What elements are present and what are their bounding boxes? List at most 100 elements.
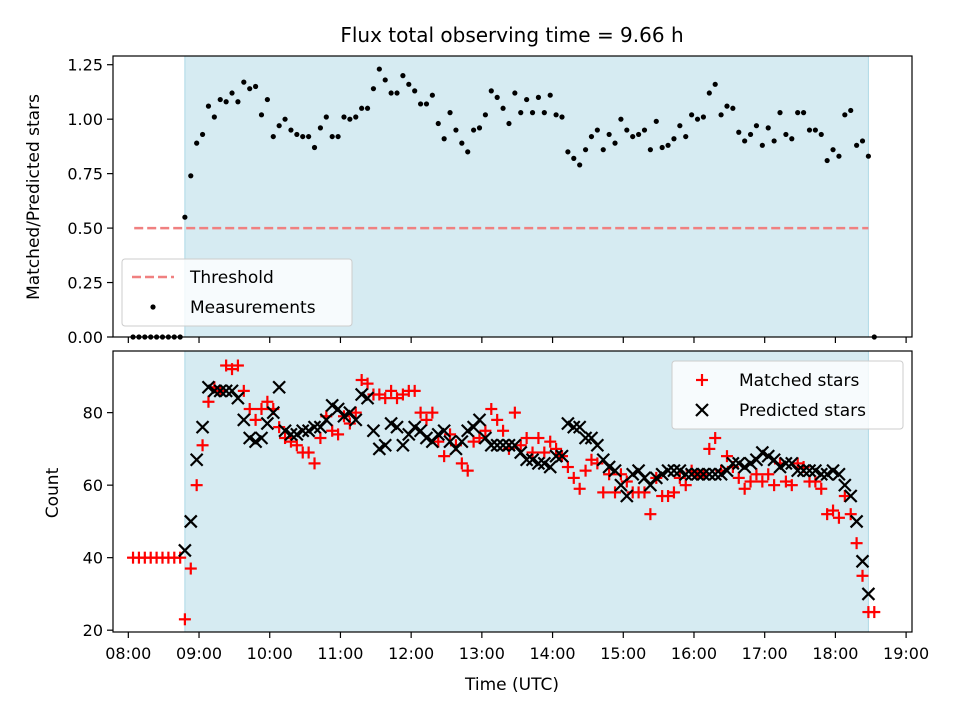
measurements-point — [630, 133, 636, 140]
matched-stars-point — [231, 359, 244, 372]
bottom-x-tick-label: 10:00 — [247, 644, 293, 663]
top-legend: Threshold Measurements — [121, 258, 353, 327]
x-stroke — [207, 384, 222, 398]
measurements-point — [600, 147, 606, 153]
measurements-point — [700, 114, 707, 120]
matched-stars-point — [526, 446, 539, 459]
measurements-point — [541, 110, 547, 116]
x-stroke — [673, 463, 687, 478]
measurements-point — [465, 149, 471, 155]
predicted-stars-point — [661, 463, 675, 478]
measurements-point — [223, 99, 229, 105]
measurements-point — [182, 214, 188, 220]
measurements-point — [712, 81, 718, 87]
measurements-point — [270, 133, 276, 140]
measurements-point — [518, 110, 524, 116]
bottom-axes-frame — [112, 350, 913, 633]
predicted-stars-point — [832, 467, 846, 482]
measurements-point — [594, 127, 600, 133]
predicted-stars-point — [266, 405, 281, 420]
matched-stars-point — [332, 428, 345, 441]
measurements-point — [606, 131, 612, 138]
measurements-point — [848, 107, 854, 114]
predicted-stars-point — [702, 467, 717, 482]
measurements-point — [535, 94, 542, 100]
predicted-stars-point — [696, 467, 711, 482]
bottom-y-tick-label: 80 — [83, 404, 103, 423]
matched-stars-point — [314, 432, 327, 445]
measurements-point — [653, 118, 659, 124]
x-stroke — [849, 514, 864, 529]
predicted-stars-point — [861, 587, 876, 601]
measurements-point — [370, 86, 377, 92]
bottom-x-tick-label: 11:00 — [317, 644, 363, 663]
measurements-point — [771, 138, 777, 144]
matched-stars-point — [273, 421, 286, 434]
top-y-tick-label: 0.50 — [67, 219, 103, 238]
measurements-point — [453, 127, 459, 133]
x-stroke — [213, 384, 228, 398]
measurements-point — [364, 105, 371, 111]
x-stroke — [490, 438, 504, 453]
x-stroke — [319, 413, 334, 427]
predicted-stars-point — [802, 463, 817, 478]
predicted-stars-point — [472, 413, 487, 427]
x-stroke — [678, 467, 693, 482]
measurements-point — [235, 99, 241, 105]
measurements-point — [476, 125, 483, 131]
x-stroke — [260, 416, 275, 431]
measurements-point — [806, 127, 813, 133]
measurements-point — [258, 112, 265, 118]
matched-stars-point — [491, 413, 504, 426]
top-legend-box — [121, 258, 353, 327]
measurements-point — [482, 112, 488, 118]
matched-stars-point — [385, 384, 398, 397]
bottom-x-tick-label: 17:00 — [742, 644, 788, 663]
predicted-stars-point — [502, 438, 516, 453]
predicted-stars-point — [726, 456, 740, 471]
matched-stars-point — [426, 406, 439, 419]
x-stroke — [785, 456, 799, 471]
measurements-point — [188, 173, 194, 179]
x-stroke — [561, 416, 575, 431]
bottom-y-tick-label: 40 — [83, 549, 103, 568]
measurements-point — [765, 125, 771, 131]
x-stroke — [567, 420, 581, 434]
measurements-point — [759, 142, 765, 148]
x-stroke — [555, 449, 569, 463]
measurements-point — [742, 138, 748, 144]
predicted-stars-point — [484, 438, 499, 453]
bottom-x-tick-label: 09:00 — [176, 644, 222, 663]
measurements-point — [724, 103, 730, 109]
matched-stars-point — [349, 406, 362, 419]
bottom-y-tick-label: 20 — [83, 621, 103, 640]
bottom-x-tick-label: 15:00 — [600, 644, 646, 663]
x-stroke — [637, 471, 652, 485]
predicted-stars-point — [390, 420, 404, 434]
matched-stars-point — [573, 482, 586, 495]
predicted-stars-point — [490, 438, 504, 453]
predicted-legend-marker — [695, 403, 709, 417]
x-stroke — [661, 463, 675, 478]
measurements-point — [512, 90, 518, 96]
matched-stars-point — [302, 446, 315, 459]
predicted-stars-point — [455, 434, 469, 449]
predicted-stars-point — [708, 467, 722, 482]
measurements-point — [659, 144, 665, 151]
x-stroke — [513, 445, 528, 460]
measurements-point — [730, 105, 736, 111]
matched-stars-point — [514, 439, 527, 452]
matched-stars-point — [762, 468, 775, 481]
predicted-stars-point — [667, 463, 681, 478]
x-stroke — [237, 413, 251, 427]
x-stroke — [667, 463, 681, 478]
x-stroke — [572, 420, 587, 434]
matched-stars-point — [620, 475, 633, 488]
matched-stars-point — [190, 479, 203, 492]
measurements-point — [335, 133, 341, 140]
predicted-stars-point — [590, 438, 605, 453]
x-stroke — [684, 467, 699, 482]
predicted-stars-point — [219, 384, 233, 398]
predicted-stars-point — [790, 463, 805, 478]
measurements-point — [323, 114, 329, 120]
